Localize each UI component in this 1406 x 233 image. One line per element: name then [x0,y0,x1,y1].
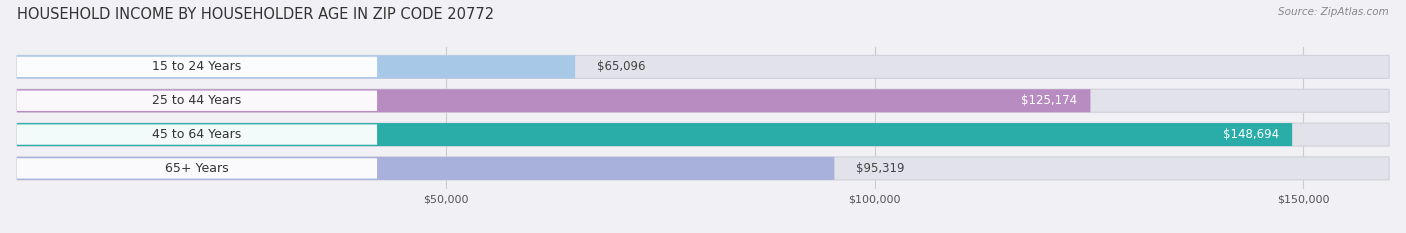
Text: 15 to 24 Years: 15 to 24 Years [152,60,242,73]
Text: $125,174: $125,174 [1021,94,1077,107]
FancyBboxPatch shape [17,91,377,111]
Text: 45 to 64 Years: 45 to 64 Years [152,128,242,141]
Text: 65+ Years: 65+ Years [165,162,229,175]
FancyBboxPatch shape [17,157,834,180]
FancyBboxPatch shape [17,55,575,79]
FancyBboxPatch shape [17,157,1389,180]
FancyBboxPatch shape [17,123,1292,146]
Text: 25 to 44 Years: 25 to 44 Years [152,94,242,107]
FancyBboxPatch shape [17,57,377,77]
FancyBboxPatch shape [17,124,377,145]
FancyBboxPatch shape [17,89,1091,112]
FancyBboxPatch shape [17,123,1389,146]
FancyBboxPatch shape [17,55,1389,79]
FancyBboxPatch shape [17,89,1389,112]
Text: HOUSEHOLD INCOME BY HOUSEHOLDER AGE IN ZIP CODE 20772: HOUSEHOLD INCOME BY HOUSEHOLDER AGE IN Z… [17,7,494,22]
FancyBboxPatch shape [17,158,377,178]
Text: $95,319: $95,319 [856,162,904,175]
Text: Source: ZipAtlas.com: Source: ZipAtlas.com [1278,7,1389,17]
Text: $65,096: $65,096 [596,60,645,73]
Text: $148,694: $148,694 [1223,128,1279,141]
